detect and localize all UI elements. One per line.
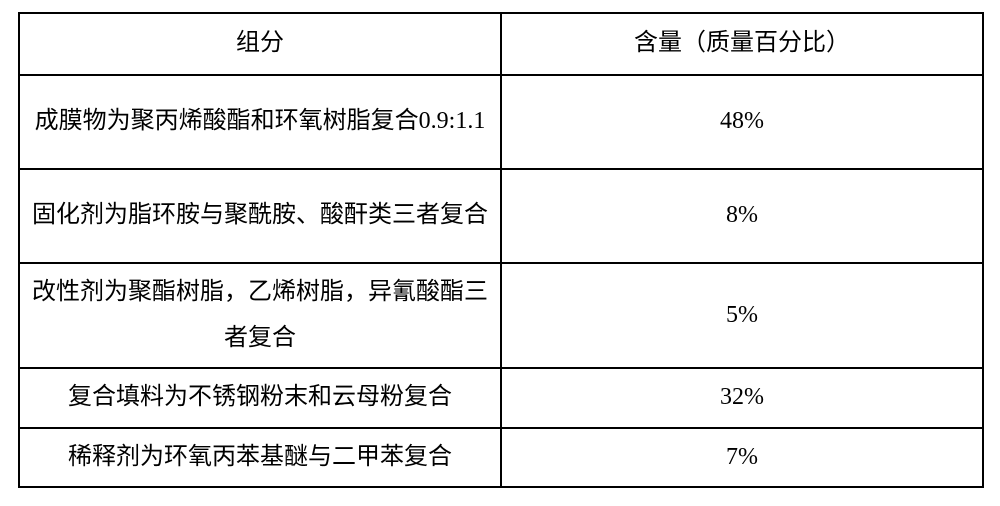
cell-content: 5% xyxy=(501,263,983,368)
cell-component: 复合填料为不锈钢粉末和云母粉复合 xyxy=(19,368,501,428)
table-row: 改性剂为聚酯树脂，乙烯树脂，异氰酸酯三者复合 5% xyxy=(19,263,983,368)
cell-content: 48% xyxy=(501,75,983,169)
document-page: 组分 含量（质量百分比） 成膜物为聚丙烯酸酯和环氧树脂复合0.9:1.1 48%… xyxy=(0,0,1000,506)
cell-content: 32% xyxy=(501,368,983,428)
composition-table: 组分 含量（质量百分比） 成膜物为聚丙烯酸酯和环氧树脂复合0.9:1.1 48%… xyxy=(18,12,984,488)
table-header-row: 组分 含量（质量百分比） xyxy=(19,13,983,75)
table-row: 复合填料为不锈钢粉末和云母粉复合 32% xyxy=(19,368,983,428)
table-row: 稀释剂为环氧丙苯基醚与二甲苯复合 7% xyxy=(19,428,983,488)
cell-component: 稀释剂为环氧丙苯基醚与二甲苯复合 xyxy=(19,428,501,488)
col-header-content: 含量（质量百分比） xyxy=(501,13,983,75)
table-row: 固化剂为脂环胺与聚酰胺、酸酐类三者复合 8% xyxy=(19,169,983,263)
cell-component: 改性剂为聚酯树脂，乙烯树脂，异氰酸酯三者复合 xyxy=(19,263,501,368)
col-header-component: 组分 xyxy=(19,13,501,75)
cell-content: 7% xyxy=(501,428,983,488)
cell-content: 8% xyxy=(501,169,983,263)
cell-component: 固化剂为脂环胺与聚酰胺、酸酐类三者复合 xyxy=(19,169,501,263)
table-row: 成膜物为聚丙烯酸酯和环氧树脂复合0.9:1.1 48% xyxy=(19,75,983,169)
cell-component: 成膜物为聚丙烯酸酯和环氧树脂复合0.9:1.1 xyxy=(19,75,501,169)
